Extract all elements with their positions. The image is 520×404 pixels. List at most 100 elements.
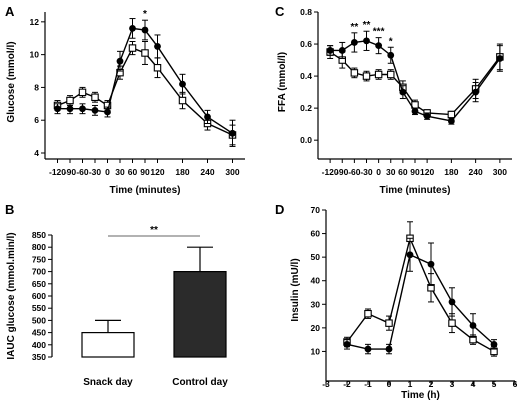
panel-b: B 350 400 450 500 550 600 650 700 750 800 850 IAUC g… bbox=[5, 202, 228, 388]
x-tick-label: -1 bbox=[364, 379, 372, 389]
data-point-square bbox=[128, 44, 137, 52]
significance-marker: ** bbox=[150, 225, 158, 236]
y-tick-label: 700 bbox=[32, 267, 46, 277]
y-tick-label: 10 bbox=[311, 346, 321, 356]
significance-marker: *** bbox=[373, 27, 385, 38]
x-tick-label: 240 bbox=[469, 167, 483, 177]
data-point-circle bbox=[91, 106, 99, 114]
y-axis-title: Insulin (mU/l) bbox=[290, 258, 301, 321]
x-tick-label: 2 bbox=[429, 379, 434, 389]
x-tick-label: 0 bbox=[376, 167, 381, 177]
data-point-circle bbox=[66, 105, 74, 113]
significance-marker: * bbox=[143, 9, 147, 20]
data-point-square bbox=[374, 70, 383, 79]
data-point-circle bbox=[154, 43, 161, 50]
data-point-circle bbox=[179, 80, 186, 88]
x-tick-label: 30 bbox=[115, 167, 125, 177]
data-point-square bbox=[362, 72, 371, 80]
data-point-square bbox=[364, 309, 372, 318]
x-tick-label: 300 bbox=[225, 167, 239, 177]
x-tick-label: -120 bbox=[49, 167, 66, 177]
data-point-circle bbox=[79, 105, 86, 113]
y-tick-label: 40 bbox=[311, 276, 321, 286]
data-point-circle bbox=[496, 55, 504, 62]
x-tick-label: 4 bbox=[471, 379, 476, 389]
x-tick-label: 180 bbox=[175, 167, 189, 177]
data-point-square bbox=[386, 70, 395, 79]
data-point-square bbox=[153, 63, 162, 72]
x-axis-title: Time (minutes) bbox=[380, 185, 451, 196]
data-point-circle bbox=[399, 88, 407, 96]
x-tick-label: 30 bbox=[386, 167, 396, 177]
x-tick-label: 1 bbox=[408, 379, 413, 389]
data-point-square bbox=[447, 110, 456, 119]
x-tick-label: 180 bbox=[444, 167, 458, 177]
bar bbox=[173, 271, 227, 358]
data-point-circle bbox=[411, 107, 419, 115]
y-tick-label: 0.8 bbox=[300, 7, 312, 17]
y-tick-label: 8 bbox=[34, 82, 39, 92]
x-tick-label: 6 bbox=[513, 379, 518, 389]
y-tick-label: 6 bbox=[34, 115, 39, 125]
y-tick-label: 50 bbox=[311, 252, 321, 262]
data-point-circle bbox=[141, 26, 149, 34]
data-point-circle bbox=[129, 24, 136, 32]
data-point-circle bbox=[387, 51, 395, 59]
y-tick-label: 0.6 bbox=[300, 39, 312, 49]
y-tick-label: 4 bbox=[34, 148, 39, 158]
x-tick-label: 240 bbox=[200, 167, 214, 177]
x-tick-label: -2 bbox=[343, 379, 351, 389]
data-point-circle bbox=[448, 298, 456, 306]
x-tick-label: -60 bbox=[348, 167, 361, 177]
y-tick-label: 20 bbox=[311, 323, 321, 333]
x-tick-label: 300 bbox=[493, 167, 507, 177]
y-axis-title: IAUC glucose (mmol.min/l) bbox=[6, 232, 17, 359]
data-point-circle bbox=[490, 340, 498, 348]
significance-marker: ** bbox=[350, 22, 358, 33]
panel-letter: D bbox=[275, 202, 284, 217]
y-tick-label: 500 bbox=[32, 315, 46, 325]
data-point-circle bbox=[104, 108, 111, 116]
panel-letter: A bbox=[5, 4, 15, 19]
category-label: Snack day bbox=[83, 377, 133, 388]
data-point-circle bbox=[54, 105, 61, 113]
y-tick-label: 650 bbox=[32, 279, 46, 289]
x-tick-label: 120 bbox=[420, 167, 434, 177]
y-tick-label: 350 bbox=[32, 352, 46, 362]
x-tick-label: -30 bbox=[360, 167, 373, 177]
data-point-circle bbox=[406, 251, 414, 259]
panel-d: D 10 20 30 40 50 60 70 -3 -2 -1 0 1 2 3 4 5 6 Time (h) Insu… bbox=[275, 202, 518, 401]
x-tick-label: 0 bbox=[105, 167, 110, 177]
x-tick-label: 60 bbox=[398, 167, 408, 177]
panel-letter: C bbox=[275, 4, 285, 19]
data-point-square bbox=[350, 69, 359, 77]
y-tick-label: 10 bbox=[30, 50, 40, 60]
x-tick-label: -3 bbox=[322, 379, 330, 389]
x-axis-title: Time (minutes) bbox=[110, 185, 181, 196]
y-tick-label: 70 bbox=[311, 205, 321, 215]
data-point-square bbox=[448, 319, 456, 327]
data-point-circle bbox=[338, 47, 346, 54]
data-point-circle bbox=[204, 113, 211, 121]
x-tick-label: -60 bbox=[76, 167, 89, 177]
data-point-square bbox=[78, 88, 87, 97]
x-tick-label: 90 bbox=[140, 167, 150, 177]
y-tick-label: 0.0 bbox=[300, 135, 312, 145]
data-point-circle bbox=[427, 260, 435, 268]
y-tick-label: 600 bbox=[32, 291, 46, 301]
data-point-circle bbox=[343, 340, 351, 348]
y-tick-label: 30 bbox=[311, 299, 321, 309]
data-point-circle bbox=[326, 47, 334, 54]
y-tick-label: 0.2 bbox=[300, 103, 312, 113]
x-tick-label: 90 bbox=[410, 167, 420, 177]
x-tick-label: -90 bbox=[64, 167, 77, 177]
y-tick-label: 850 bbox=[32, 230, 46, 240]
data-point-circle bbox=[447, 117, 455, 125]
y-tick-label: 0.4 bbox=[300, 71, 312, 81]
x-tick-label: 3 bbox=[450, 379, 455, 389]
series-line bbox=[346, 253, 495, 350]
y-tick-label: 750 bbox=[32, 254, 46, 264]
y-tick-label: 450 bbox=[32, 328, 46, 338]
data-point-circle bbox=[364, 345, 372, 353]
